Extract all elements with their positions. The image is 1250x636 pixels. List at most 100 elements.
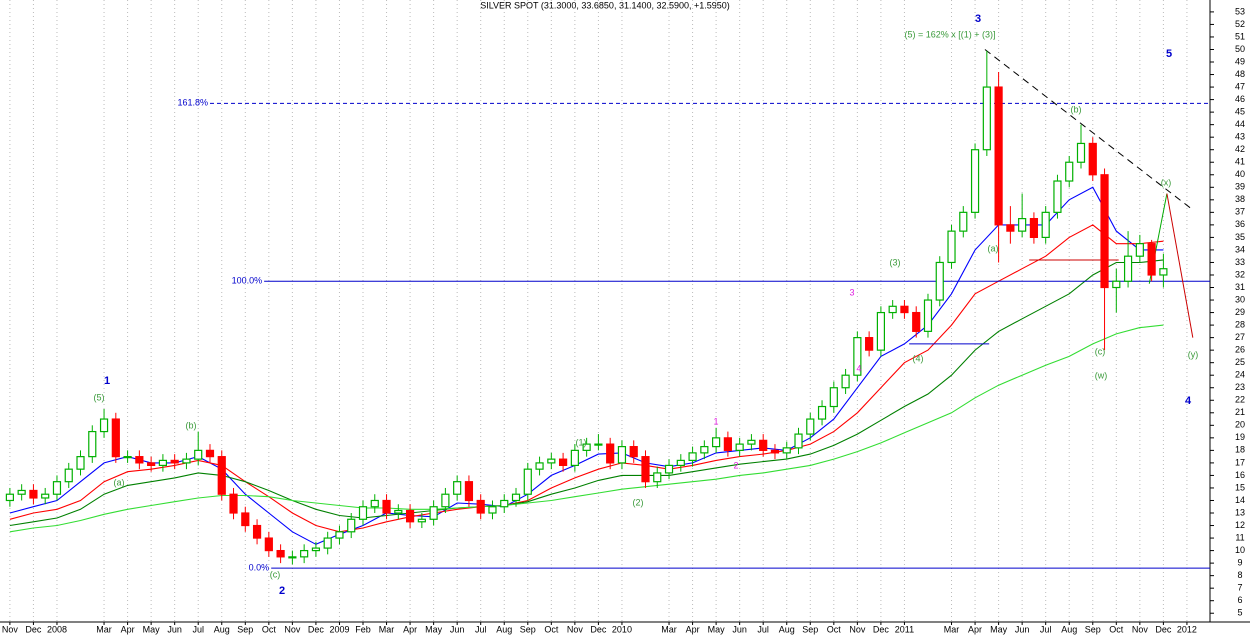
candle-body — [1076, 142, 1086, 163]
wave-label: (b) — [186, 420, 197, 430]
y-tick-label: 51 — [1235, 31, 1245, 41]
candle-body — [300, 549, 309, 558]
candle-body — [276, 549, 285, 558]
x-tick-label: Sep — [802, 624, 818, 634]
candle-body — [323, 537, 332, 549]
candle-body — [394, 509, 403, 514]
wave-label: 4 — [856, 363, 861, 373]
wave-label: (c) — [270, 569, 281, 579]
y-tick-label: 18 — [1235, 445, 1245, 455]
x-tick-label: 2010 — [612, 624, 632, 634]
candle-body — [723, 437, 732, 451]
candle-body — [582, 443, 591, 451]
wave-label: (3) — [890, 257, 901, 267]
candle-body — [1088, 142, 1097, 176]
candle-body — [29, 489, 38, 499]
wave-label: 1 — [713, 416, 718, 426]
y-tick-label: 40 — [1235, 169, 1245, 179]
candle-body — [135, 456, 144, 464]
candle-body — [806, 418, 815, 435]
candle-body — [547, 458, 556, 464]
y-tick-label: 52 — [1235, 19, 1245, 29]
candle-body — [147, 462, 156, 467]
candle-body — [370, 499, 379, 508]
candle-body — [876, 311, 885, 351]
y-tick-label: 37 — [1235, 207, 1245, 217]
candle-body — [664, 464, 674, 474]
y-tick-label: 10 — [1235, 545, 1245, 555]
y-tick-label: 46 — [1235, 94, 1245, 104]
x-tick-label: Dec — [873, 624, 890, 634]
y-tick-label: 12 — [1235, 520, 1245, 530]
wave-label: (1) — [576, 437, 587, 447]
y-tick-label: 20 — [1235, 420, 1245, 430]
candle-body — [99, 418, 109, 433]
x-tick-label: Apr — [121, 624, 135, 634]
y-tick-label: 28 — [1235, 319, 1245, 329]
y-tick-label: 29 — [1235, 307, 1245, 317]
candle-body — [1100, 174, 1109, 289]
y-tick-label: 23 — [1235, 382, 1245, 392]
y-tick-label: 35 — [1235, 232, 1245, 242]
candle-body — [88, 430, 97, 458]
x-tick-label: Nov — [284, 624, 301, 634]
y-tick-label: 32 — [1235, 269, 1245, 279]
y-tick-label: 21 — [1235, 407, 1245, 417]
candle-body — [641, 456, 650, 483]
x-tick-label: Oct — [262, 624, 277, 634]
x-tick-label: May — [990, 624, 1008, 634]
x-tick-label: 2009 — [329, 624, 349, 634]
candle-body — [947, 230, 956, 264]
y-tick-label: 45 — [1235, 106, 1245, 116]
candle-body — [358, 506, 368, 520]
x-tick-label: Apr — [403, 624, 417, 634]
wave-label: (a) — [988, 243, 999, 253]
candle-body — [617, 446, 627, 464]
x-tick-label: Aug — [496, 624, 512, 634]
candle-body — [558, 458, 568, 467]
candle-body — [888, 305, 897, 314]
y-tick-label: 49 — [1235, 56, 1245, 66]
candle-body — [653, 472, 662, 483]
y-tick-label: 19 — [1235, 432, 1245, 442]
fib-level-label: 100.0% — [232, 276, 263, 286]
candle-body — [1147, 243, 1156, 276]
candle-body — [900, 305, 909, 314]
wave-label: (2) — [633, 497, 644, 507]
candle-body — [1159, 268, 1168, 276]
candle-body — [405, 509, 415, 523]
candle-body — [959, 211, 968, 232]
x-tick-label: 2011 — [895, 624, 914, 634]
moving-average — [9, 259, 1164, 527]
y-tick-label: 8 — [1237, 570, 1242, 580]
wave-label: (5) = 162% x [(1) + (3)] — [904, 29, 995, 39]
candle-body — [629, 446, 638, 458]
candle-body — [1041, 211, 1050, 238]
wave-label: (c) — [1095, 346, 1106, 356]
candle-body — [759, 439, 768, 451]
candle-body — [111, 418, 120, 458]
x-tick-label: Jul — [192, 624, 204, 634]
x-tick-label: Nov — [567, 624, 584, 634]
y-tick-label: 41 — [1235, 157, 1245, 167]
x-tick-label: Sep — [237, 624, 253, 634]
y-tick-label: 11 — [1235, 532, 1244, 542]
y-tick-label: 38 — [1235, 194, 1245, 204]
wave-label: (w) — [1095, 370, 1108, 380]
candle-body — [429, 506, 438, 520]
candle-body — [311, 547, 321, 552]
x-tick-label: Mar — [379, 624, 395, 634]
wave-label: 3 — [975, 13, 981, 25]
y-tick-label: 47 — [1235, 81, 1245, 91]
candle-body — [935, 261, 944, 301]
candle-body — [970, 149, 980, 213]
wave-label: 1 — [104, 375, 110, 387]
candle-body — [735, 443, 744, 451]
candle-body — [476, 499, 485, 514]
candle-body — [1065, 161, 1074, 182]
candle-body — [747, 439, 756, 445]
candle-body — [1053, 180, 1062, 213]
candle-body — [782, 447, 791, 454]
x-tick-label: Jun — [1015, 624, 1030, 634]
